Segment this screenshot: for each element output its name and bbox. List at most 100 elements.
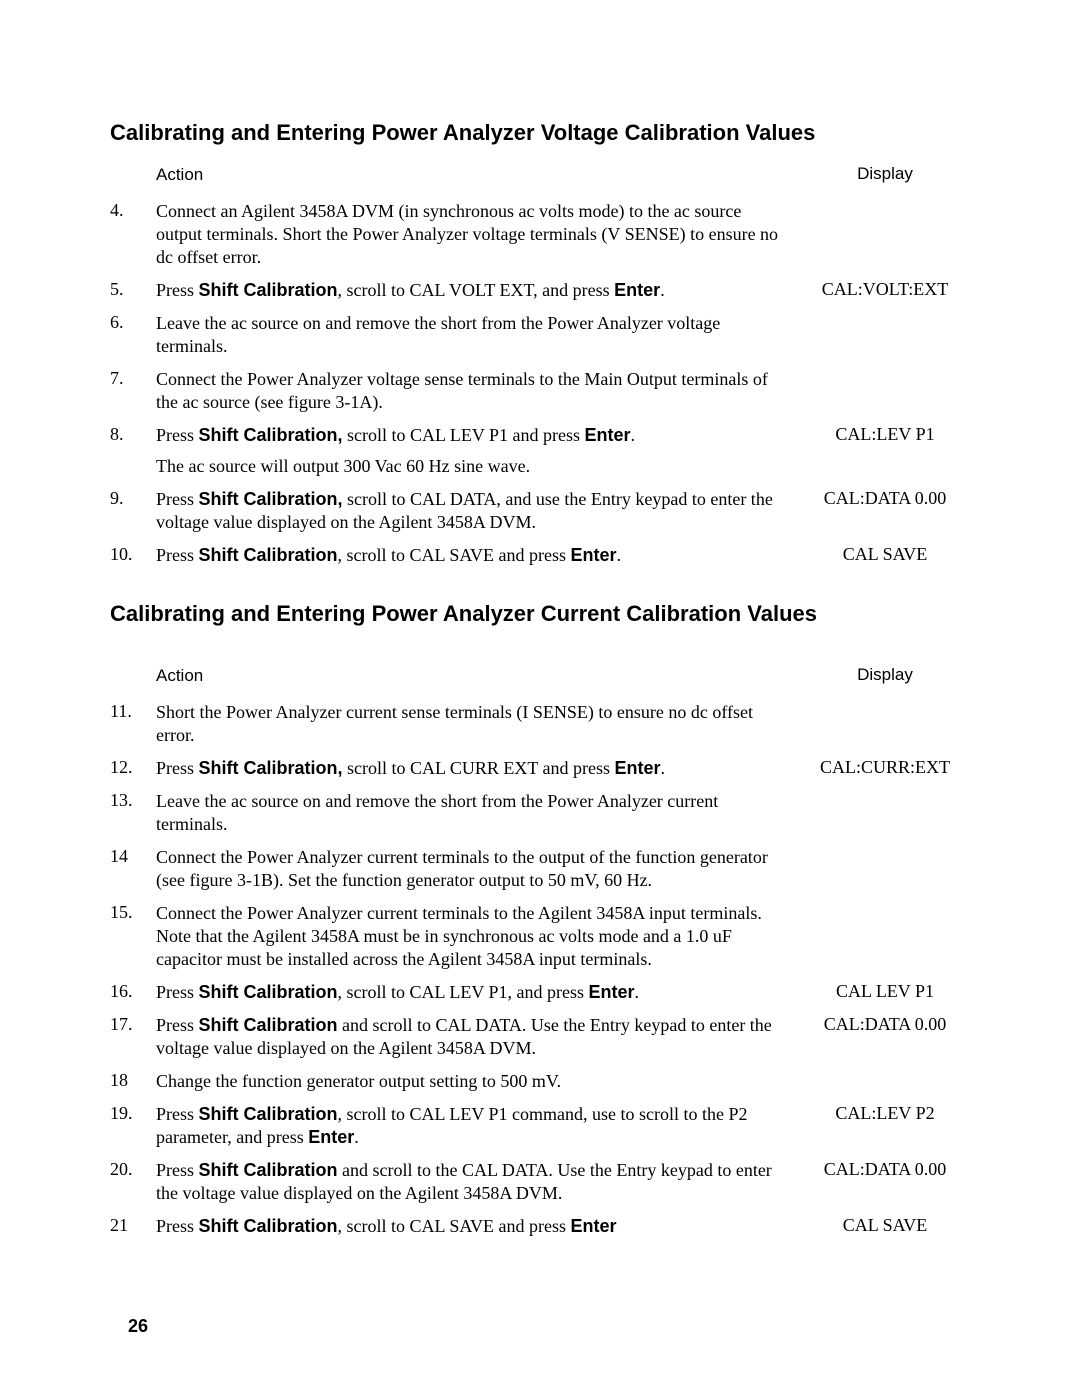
step-number: 12. [110,757,156,778]
step-action-subtext: The ac source will output 300 Vac 60 Hz … [156,455,780,478]
header-action: Action [156,665,800,687]
step-action-text: Press Shift Calibration, scroll to CAL L… [156,1104,747,1147]
step-row: 13.Leave the ac source on and remove the… [110,790,970,836]
step-display: CAL:LEV P1 [800,424,970,445]
step-action: Connect the Power Analyzer current termi… [156,902,800,971]
step-row: 11.Short the Power Analyzer current sens… [110,701,970,747]
step-action-text: Press Shift Calibration, scroll to CAL S… [156,545,621,565]
step-action: Press Shift Calibration and scroll to CA… [156,1014,800,1060]
step-action: Change the function generator output set… [156,1070,800,1093]
step-action: Press Shift Calibration, scroll to CAL V… [156,279,800,302]
step-display: CAL SAVE [800,1215,970,1236]
section-2-title: Calibrating and Entering Power Analyzer … [110,601,970,627]
section-2-steps: 11.Short the Power Analyzer current sens… [110,701,970,1239]
step-number: 18 [110,1070,156,1091]
document-page: Calibrating and Entering Power Analyzer … [0,0,1080,1397]
step-row: 6.Leave the ac source on and remove the … [110,312,970,358]
section-1-header-row: Action Display [110,164,970,186]
key-label: Enter [614,280,660,300]
step-row: 17.Press Shift Calibration and scroll to… [110,1014,970,1060]
step-action-text: Change the function generator output set… [156,1071,561,1091]
step-action-text: Connect an Agilent 3458A DVM (in synchro… [156,201,778,267]
step-row: 15.Connect the Power Analyzer current te… [110,902,970,971]
step-action-text: Press Shift Calibration, scroll to CAL C… [156,758,665,778]
step-action: Connect an Agilent 3458A DVM (in synchro… [156,200,800,269]
key-label: Shift Calibration [199,1104,338,1124]
section-1-steps: 4.Connect an Agilent 3458A DVM (in synch… [110,200,970,567]
step-action: Press Shift Calibration, scroll to CAL L… [156,424,800,478]
step-number: 6. [110,312,156,333]
step-display: CAL:LEV P2 [800,1103,970,1124]
step-number: 7. [110,368,156,389]
page-number: 26 [128,1316,148,1337]
step-number: 21 [110,1215,156,1236]
step-action-text: Short the Power Analyzer current sense t… [156,702,753,745]
step-action-text: Press Shift Calibration, scroll to CAL V… [156,280,665,300]
step-display: CAL:DATA 0.00 [800,488,970,509]
section-2-header-row: Action Display [110,665,970,687]
step-row: 12.Press Shift Calibration, scroll to CA… [110,757,970,780]
header-display: Display [800,665,970,685]
key-label: Enter [571,1216,617,1236]
step-number: 11. [110,701,156,722]
step-action-text: Press Shift Calibration, scroll to CAL L… [156,982,639,1002]
step-display: CAL:VOLT:EXT [800,279,970,300]
key-label: Shift Calibration, [199,489,343,509]
step-display: CAL:DATA 0.00 [800,1159,970,1180]
step-number: 4. [110,200,156,221]
key-label: Shift Calibration [199,1216,338,1236]
step-row: 10.Press Shift Calibration, scroll to CA… [110,544,970,567]
key-label: Enter [585,425,631,445]
step-number: 9. [110,488,156,509]
step-number: 10. [110,544,156,565]
step-action: Connect the Power Analyzer voltage sense… [156,368,800,414]
key-label: Shift Calibration, [199,758,343,778]
step-display: CAL LEV P1 [800,981,970,1002]
step-display: CAL:CURR:EXT [800,757,970,778]
step-action: Press Shift Calibration, scroll to CAL L… [156,1103,800,1149]
key-label: Enter [308,1127,354,1147]
step-action: Press Shift Calibration, scroll to CAL S… [156,544,800,567]
step-number: 15. [110,902,156,923]
step-row: 18Change the function generator output s… [110,1070,970,1093]
step-row: 14Connect the Power Analyzer current ter… [110,846,970,892]
step-action: Connect the Power Analyzer current termi… [156,846,800,892]
step-number: 13. [110,790,156,811]
step-row: 16.Press Shift Calibration, scroll to CA… [110,981,970,1004]
header-display: Display [800,164,970,184]
step-row: 7.Connect the Power Analyzer voltage sen… [110,368,970,414]
step-action-text: Connect the Power Analyzer current termi… [156,847,768,890]
step-row: 19.Press Shift Calibration, scroll to CA… [110,1103,970,1149]
step-number: 5. [110,279,156,300]
step-action-text: Press Shift Calibration, scroll to CAL L… [156,425,635,445]
key-label: Shift Calibration [199,1160,338,1180]
step-action: Press Shift Calibration, scroll to CAL D… [156,488,800,534]
step-number: 8. [110,424,156,445]
step-action-text: Leave the ac source on and remove the sh… [156,791,718,834]
step-action-text: Connect the Power Analyzer voltage sense… [156,369,768,412]
header-action: Action [156,164,800,186]
key-label: Enter [589,982,635,1002]
step-row: 8.Press Shift Calibration, scroll to CAL… [110,424,970,478]
step-display: CAL:DATA 0.00 [800,1014,970,1035]
step-action-text: Press Shift Calibration and scroll to CA… [156,1015,772,1058]
key-label: Enter [615,758,661,778]
section-1-title: Calibrating and Entering Power Analyzer … [110,120,970,146]
step-number: 17. [110,1014,156,1035]
step-action: Leave the ac source on and remove the sh… [156,790,800,836]
step-row: 4.Connect an Agilent 3458A DVM (in synch… [110,200,970,269]
step-action-text: Press Shift Calibration, scroll to CAL D… [156,489,773,532]
step-number: 16. [110,981,156,1002]
step-action-text: Connect the Power Analyzer current termi… [156,903,762,969]
step-action: Press Shift Calibration, scroll to CAL S… [156,1215,800,1238]
step-action: Short the Power Analyzer current sense t… [156,701,800,747]
key-label: Shift Calibration [199,1015,338,1035]
step-action: Press Shift Calibration, scroll to CAL L… [156,981,800,1004]
key-label: Enter [571,545,617,565]
step-row: 5.Press Shift Calibration, scroll to CAL… [110,279,970,302]
key-label: Shift Calibration, [199,425,343,445]
key-label: Shift Calibration [199,280,338,300]
step-number: 14 [110,846,156,867]
step-display: CAL SAVE [800,544,970,565]
step-action-text: Press Shift Calibration and scroll to th… [156,1160,772,1203]
